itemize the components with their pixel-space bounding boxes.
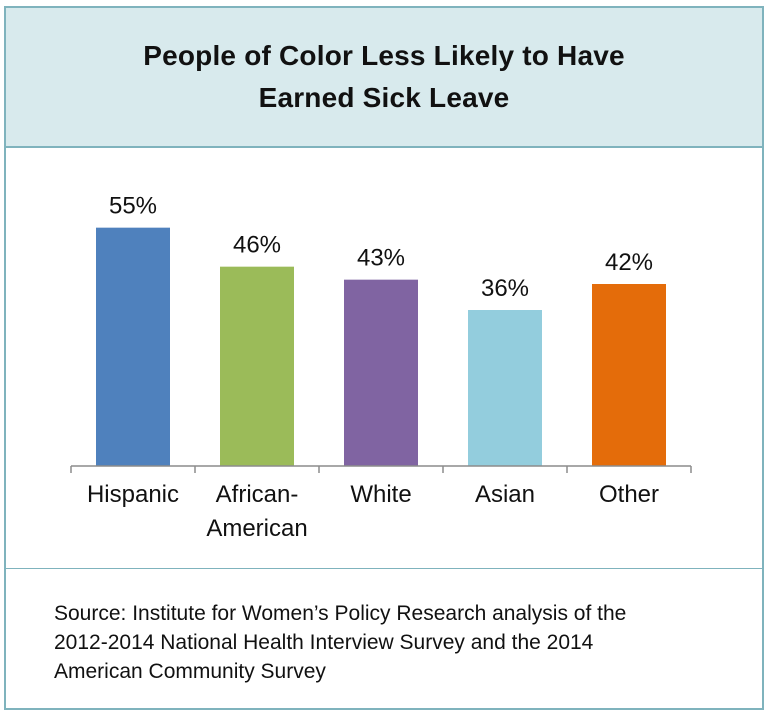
source-line-3: American Community Survey [54,660,326,683]
category-tick-label: African- [216,481,299,508]
bar [220,266,294,466]
category-tick-label: White [350,481,411,508]
bar [468,310,542,466]
title-band: People of Color Less Likely to Have Earn… [6,8,762,148]
chart-title-line-1: People of Color Less Likely to Have [143,40,625,71]
category-tick-label: Hispanic [87,481,179,508]
data-label: 36% [481,275,529,302]
data-label: 42% [605,249,653,276]
category-tick-label: Other [599,481,659,508]
category-tick-label: American [206,515,307,542]
chart-title-line-2: Earned Sick Leave [258,82,510,113]
source-band: Source: Institute for Women’s Policy Res… [6,568,762,708]
data-label: 46% [233,232,281,259]
source-line-2: 2012-2014 National Health Interview Surv… [54,631,594,654]
bar-chart: 55% Hispanic 46% African- American 43% White 36… [70,193,692,542]
chart-frame: People of Color Less Likely to Have Earn… [4,6,764,710]
bar [344,279,418,466]
category-tick-label: Asian [475,481,535,508]
data-label: 55% [109,193,157,220]
source-line-1: Source: Institute for Women’s Policy Res… [54,602,627,625]
bar [96,227,170,466]
chart-area: 55% Hispanic 46% African- American 43% White 36… [6,148,762,568]
data-label: 43% [357,245,405,272]
source-note: Source: Institute for Women’s Policy Res… [54,599,744,686]
bar [592,284,666,466]
